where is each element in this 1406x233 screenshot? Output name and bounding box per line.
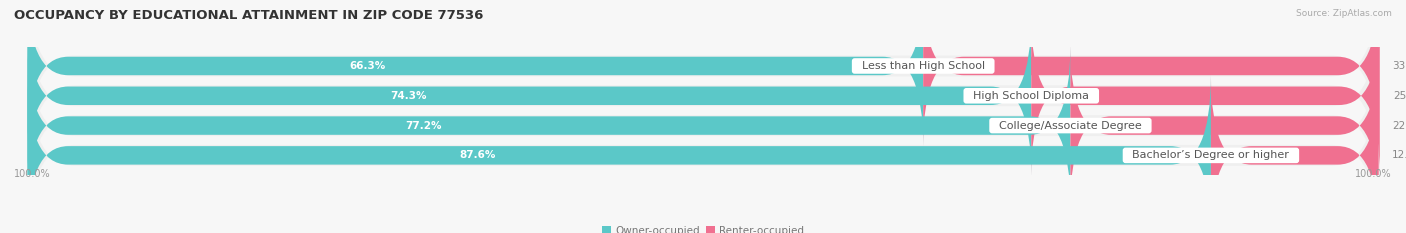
Text: Less than High School: Less than High School — [855, 61, 991, 71]
FancyBboxPatch shape — [28, 45, 1070, 206]
FancyBboxPatch shape — [1211, 75, 1378, 233]
FancyBboxPatch shape — [28, 16, 1031, 176]
FancyBboxPatch shape — [28, 2, 1378, 190]
FancyBboxPatch shape — [1070, 45, 1378, 206]
Text: 74.3%: 74.3% — [391, 91, 427, 101]
Text: 12.4%: 12.4% — [1392, 150, 1406, 160]
Text: Source: ZipAtlas.com: Source: ZipAtlas.com — [1296, 9, 1392, 18]
Text: OCCUPANCY BY EDUCATIONAL ATTAINMENT IN ZIP CODE 77536: OCCUPANCY BY EDUCATIONAL ATTAINMENT IN Z… — [14, 9, 484, 22]
Text: Bachelor’s Degree or higher: Bachelor’s Degree or higher — [1125, 150, 1296, 160]
Text: 77.2%: 77.2% — [405, 120, 441, 130]
Text: 100.0%: 100.0% — [14, 169, 51, 179]
Text: 25.8%: 25.8% — [1393, 91, 1406, 101]
Text: 66.3%: 66.3% — [350, 61, 387, 71]
FancyBboxPatch shape — [28, 32, 1378, 219]
FancyBboxPatch shape — [28, 62, 1378, 233]
Legend: Owner-occupied, Renter-occupied: Owner-occupied, Renter-occupied — [598, 222, 808, 233]
FancyBboxPatch shape — [28, 0, 924, 146]
Text: 33.7%: 33.7% — [1392, 61, 1406, 71]
Text: 22.8%: 22.8% — [1392, 120, 1406, 130]
Text: High School Diploma: High School Diploma — [966, 91, 1097, 101]
FancyBboxPatch shape — [924, 0, 1378, 146]
Text: College/Associate Degree: College/Associate Degree — [993, 120, 1149, 130]
Text: 100.0%: 100.0% — [1355, 169, 1392, 179]
FancyBboxPatch shape — [28, 75, 1211, 233]
FancyBboxPatch shape — [28, 0, 1378, 160]
Text: 87.6%: 87.6% — [458, 150, 495, 160]
FancyBboxPatch shape — [1031, 16, 1379, 176]
